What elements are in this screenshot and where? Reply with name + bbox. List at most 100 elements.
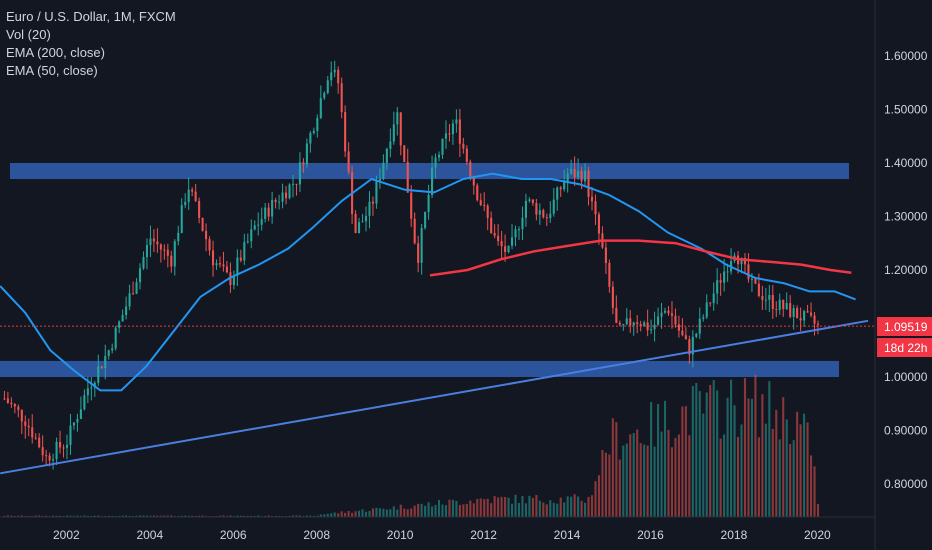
volume-bar (107, 515, 110, 517)
candle-body (145, 245, 149, 258)
candle-body (288, 184, 291, 199)
candle-body (215, 263, 218, 266)
candle-body (469, 161, 472, 177)
volume-bar (218, 515, 222, 517)
candle-body (549, 213, 552, 219)
volume-bar (434, 504, 437, 517)
candle-body (55, 441, 58, 460)
candle-body (243, 242, 246, 261)
candle-body (191, 189, 194, 192)
volume-bar (580, 500, 583, 517)
candle-body (663, 310, 667, 313)
candle-body (246, 241, 249, 243)
volume-bar (354, 511, 357, 517)
candle-body (173, 241, 176, 267)
candle-body (424, 211, 427, 229)
volume-bar (323, 514, 326, 517)
volume-bar (222, 515, 225, 517)
volume-bar (559, 497, 562, 517)
volume-bar (483, 499, 486, 517)
volume-bar (20, 515, 23, 517)
candle-body (413, 218, 416, 244)
indicator-ema-50[interactable]: EMA (50, close) (6, 63, 98, 78)
candle-body (257, 224, 260, 226)
candle-body (813, 315, 816, 324)
volume-bar (531, 497, 534, 517)
indicator-volume[interactable]: Vol (20) (6, 27, 51, 42)
candle-body (121, 314, 124, 322)
candle-body (267, 207, 270, 217)
volume-bar (733, 405, 736, 517)
volume-bar (441, 504, 444, 517)
volume-bar (670, 447, 674, 517)
candle-body (194, 191, 197, 201)
volume-bar (330, 513, 333, 517)
candle-body (100, 366, 103, 369)
volume-bar (455, 500, 458, 517)
candle-body (771, 295, 774, 310)
volume-bar (782, 397, 785, 517)
volume-layer (3, 374, 820, 517)
volume-bar (778, 439, 781, 517)
candle-body (316, 117, 319, 131)
volume-bar (364, 511, 368, 517)
volume-bar (716, 390, 719, 517)
volume-bar (295, 515, 298, 517)
volume-bar (500, 496, 503, 517)
candle-body (500, 241, 503, 247)
volume-bar (764, 423, 767, 517)
volume-bar (312, 515, 315, 517)
volume-bar (768, 381, 771, 517)
candle-body (309, 132, 312, 144)
volume-bar (549, 500, 552, 517)
candle-body (125, 306, 128, 315)
indicator-ema-200[interactable]: EMA (200, close) (6, 45, 105, 60)
candle-body (709, 302, 712, 304)
volume-bar (552, 502, 555, 517)
candle-body (274, 200, 277, 202)
candle-body (458, 119, 461, 144)
volume-bar (590, 495, 594, 517)
trendline (0, 319, 869, 475)
volume-bar (594, 481, 597, 517)
candle-body (667, 310, 670, 314)
candle-body (597, 214, 601, 234)
candle-body (159, 244, 162, 250)
volume-bar (507, 497, 510, 517)
volume-bar (31, 515, 34, 517)
volume-bar (597, 475, 601, 517)
volume-bar (691, 386, 694, 517)
volume-bar (799, 424, 802, 517)
volume-bar (358, 510, 361, 517)
candle-body (465, 148, 468, 162)
volume-bar (702, 413, 705, 517)
candle-body (695, 333, 698, 337)
candle-body (688, 339, 691, 355)
volume-bar (246, 515, 249, 517)
candle-body (132, 293, 135, 295)
volume-bar (236, 515, 239, 517)
candle-body (517, 229, 521, 231)
volume-bar (810, 455, 813, 517)
volume-bar (618, 459, 621, 517)
lines-layer (0, 172, 875, 475)
candle-body (584, 170, 587, 182)
symbol-title[interactable]: Euro / U.S. Dollar, 1M, FXCM (6, 9, 176, 24)
volume-bar (215, 515, 218, 517)
volume-bar (371, 508, 375, 517)
candle-body (535, 203, 538, 215)
volume-bar (490, 503, 493, 517)
candle-body (260, 219, 263, 225)
volume-bar (187, 515, 190, 517)
volume-bar (709, 384, 712, 517)
candle-body (264, 207, 267, 220)
volume-bar (93, 515, 96, 517)
volume-bar (462, 504, 465, 517)
volume-bar (636, 429, 639, 517)
volume-bar (469, 500, 472, 517)
candle-body (618, 322, 621, 325)
volume-bar (712, 379, 715, 517)
volume-bar (382, 508, 385, 517)
